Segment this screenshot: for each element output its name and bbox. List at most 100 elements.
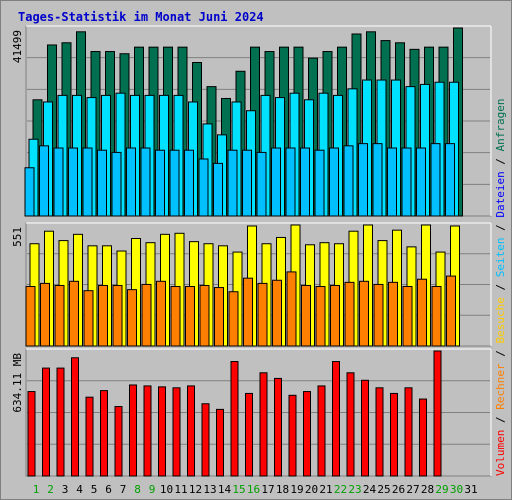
bar-volumen-16	[245, 392, 253, 477]
legend-labels: Volumen / Rechner / Besuche / Seiten / D…	[494, 98, 507, 476]
x-tick-label-3: 3	[62, 483, 69, 496]
bar-volumen-19	[288, 394, 297, 477]
x-tick-label-17: 17	[261, 483, 274, 496]
bar-volumen-1	[27, 391, 36, 477]
bar-volumen-10	[158, 386, 166, 477]
x-tick-label-26: 26	[392, 483, 405, 496]
bar-volumen-17	[259, 372, 268, 477]
bar-rechner-26	[388, 281, 398, 347]
legend-part-2: Rechner	[494, 363, 507, 410]
x-tick-label-28: 28	[421, 483, 434, 496]
bar-volumen-2	[42, 367, 50, 477]
bar-rechner-6	[98, 284, 108, 347]
bar-seiten-11	[169, 149, 180, 217]
bar-rechner-28	[417, 278, 427, 347]
bar-seiten-23	[343, 145, 354, 217]
bar-volumen-12	[187, 385, 195, 477]
bar-volumen-18	[274, 377, 282, 477]
legend-part-4: Besuche	[494, 297, 507, 343]
bar-seiten-15	[227, 149, 238, 217]
bar-rechner-13	[199, 284, 210, 347]
x-tick-label-20: 20	[305, 483, 318, 496]
bar-rechner-14	[214, 287, 224, 347]
bar-seiten-26	[387, 147, 397, 217]
legend-part-9: /	[494, 151, 507, 171]
bar-volumen-7	[114, 406, 123, 477]
legend-part-3: /	[494, 344, 507, 364]
bar-volumen-5	[85, 396, 94, 477]
legend-part-10: Anfragen	[494, 98, 507, 151]
bar-volumen-3	[56, 367, 65, 477]
bar-seiten-24	[358, 143, 368, 217]
bar-rechner-15	[228, 291, 239, 347]
bar-seiten-1	[24, 167, 35, 217]
bar-seiten-14	[213, 162, 223, 217]
x-tick-label-23: 23	[348, 483, 361, 496]
x-tick-label-22: 22	[334, 483, 347, 496]
legend-part-8: Dateien	[494, 171, 507, 217]
bar-volumen-26	[390, 392, 398, 477]
bar-seiten-17	[256, 151, 267, 217]
bar-seiten-30	[445, 143, 455, 217]
x-tick-label-11: 11	[174, 483, 187, 496]
bar-rechner-10	[156, 280, 166, 347]
bar-rechner-20	[301, 284, 311, 347]
x-tick-label-10: 10	[160, 483, 173, 496]
bar-rechner-29	[431, 286, 442, 347]
bar-rechner-25	[373, 283, 384, 347]
bar-seiten-20	[300, 147, 310, 217]
x-tick-label-13: 13	[203, 483, 216, 496]
bar-seiten-9	[140, 147, 151, 217]
bar-seiten-3	[53, 147, 64, 217]
bar-seiten-25	[372, 143, 383, 217]
x-tick-label-16: 16	[247, 483, 260, 496]
bar-rechner-11	[170, 286, 181, 347]
x-tick-label-19: 19	[290, 483, 303, 496]
y-max-label-visits: 551	[11, 227, 24, 247]
legend-part-0: Volumen	[494, 430, 507, 476]
x-tick-label-14: 14	[218, 483, 232, 496]
bar-rechner-4	[69, 280, 79, 347]
bar-volumen-28	[419, 398, 427, 477]
bar-seiten-7	[111, 151, 122, 217]
bar-volumen-22	[332, 361, 340, 477]
bar-volumen-29	[433, 350, 442, 477]
x-tick-label-30: 30	[450, 483, 463, 496]
bar-seiten-22	[329, 147, 339, 217]
bar-volumen-14	[216, 408, 224, 477]
x-tick-label-5: 5	[91, 483, 98, 496]
bar-seiten-19	[285, 147, 296, 217]
x-tick-label-2: 2	[47, 483, 54, 496]
x-tick-label-8: 8	[134, 483, 141, 496]
bar-seiten-10	[155, 149, 165, 217]
x-tick-label-12: 12	[189, 483, 202, 496]
x-tick-label-21: 21	[319, 483, 332, 496]
legend-part-1: /	[494, 410, 507, 430]
bar-rechner-1	[25, 286, 36, 347]
bar-seiten-29	[430, 143, 441, 217]
bar-rechner-16	[243, 277, 253, 347]
x-tick-label-24: 24	[363, 483, 377, 496]
bar-volumen-13	[201, 403, 210, 477]
bar-volumen-23	[346, 372, 355, 477]
bar-seiten-27	[401, 147, 412, 217]
y-max-label-volume: 634.11 MB	[11, 353, 24, 413]
bar-rechner-19	[286, 271, 297, 347]
x-tick-label-1: 1	[33, 483, 40, 496]
bar-rechner-27	[402, 286, 413, 347]
x-tick-label-18: 18	[276, 483, 289, 496]
bar-seiten-12	[184, 149, 194, 217]
bar-rechner-7	[112, 284, 123, 347]
bar-volumen-4	[71, 357, 79, 477]
bar-seiten-21	[314, 149, 325, 217]
bar-rechner-23	[344, 281, 355, 347]
bar-rechner-12	[185, 286, 195, 347]
bar-rechner-5	[83, 290, 94, 347]
x-tick-label-27: 27	[406, 483, 419, 496]
bar-seiten-28	[416, 147, 426, 217]
bar-volumen-27	[404, 387, 413, 477]
bar-rechner-9	[141, 283, 152, 347]
bar-seiten-6	[97, 149, 107, 217]
bar-volumen-24	[361, 379, 369, 477]
